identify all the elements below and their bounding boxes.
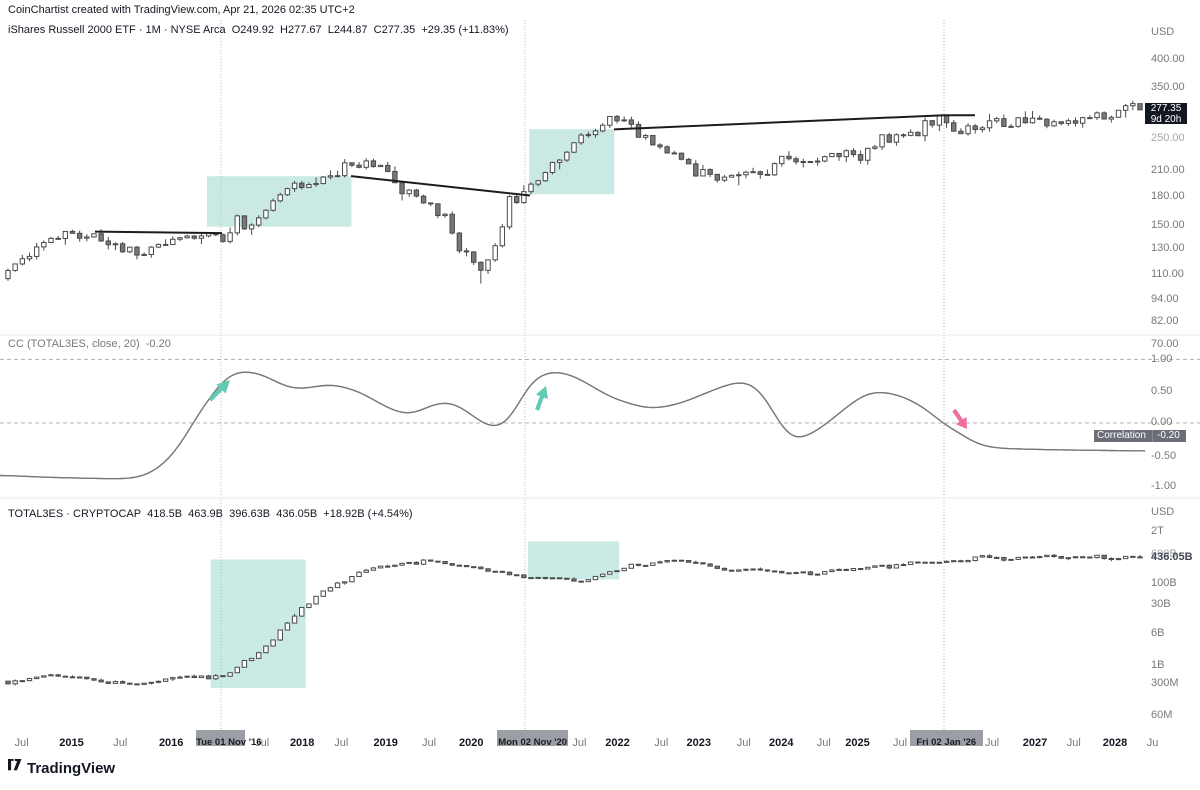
svg-text:TradingView: TradingView [27, 760, 115, 777]
